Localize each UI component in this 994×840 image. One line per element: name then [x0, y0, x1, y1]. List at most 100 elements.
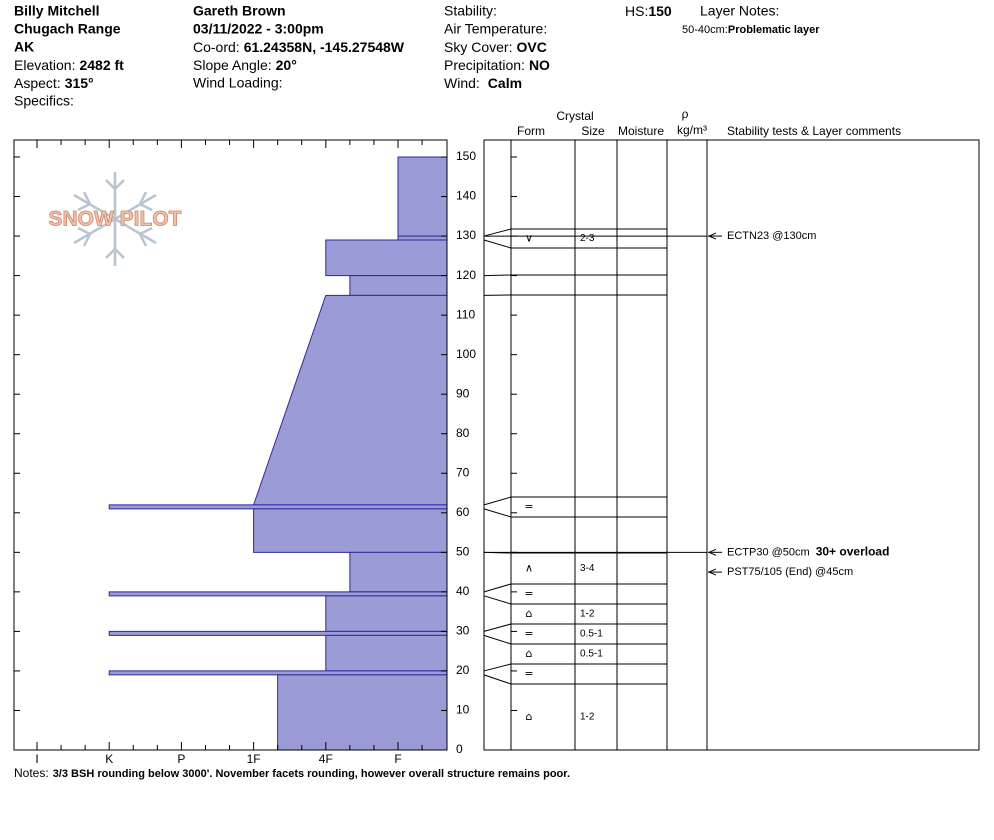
header: Billy Mitchell Chugach Range AK Elevatio… — [14, 3, 820, 109]
layer-connector — [483, 274, 512, 277]
layer-connector — [483, 239, 512, 249]
hardness-layer — [349, 275, 448, 296]
value: 2482 ft — [79, 57, 124, 73]
layer-note: 50-40cm:Problematic layer — [682, 24, 820, 36]
header-field: Specifics: — [14, 93, 74, 109]
hardness-label: 4F — [319, 752, 333, 766]
crystal-form: ⌂ — [526, 710, 533, 723]
crystal-size: 1-2 — [580, 712, 595, 723]
value: 3/3 BSH rounding below 3000'. November f… — [53, 768, 570, 780]
header-field: Precipitation: NO — [444, 57, 550, 73]
hardness-label: 1F — [247, 752, 261, 766]
hardness-label: F — [394, 752, 401, 766]
hardness-layer — [252, 294, 448, 506]
test-arrow — [707, 568, 717, 576]
label: Precipitation: — [444, 57, 525, 73]
axes: 0 10 20 30 40 50 60 70 80 90 100 110 120 130 140 150 I K P… — [14, 140, 517, 766]
crystal-form: ⌂ — [526, 647, 533, 660]
value: Problematic layer — [728, 24, 820, 36]
header-text: 03/11/2022 - 3:00pm — [193, 21, 324, 37]
logo-flake — [138, 191, 153, 212]
hardness-layer — [325, 634, 448, 672]
hardness-layer — [108, 504, 448, 510]
value: 20° — [276, 57, 297, 73]
hardness-label: P — [177, 752, 185, 766]
test-result: ECTN23 @130cm — [727, 230, 816, 242]
header-field: Wind: Calm — [444, 75, 522, 91]
column-header: ρ — [682, 107, 689, 121]
layer-connector — [483, 623, 512, 632]
header-text: Chugach Range — [14, 21, 121, 37]
layer-table: ∨ 2-3 = ∧ 3-4 = ⌂ 1-2 = 0.5-1 ⌂ 0.5-1 = ⌂ 1-2 ECTN23 @1… — [483, 228, 889, 723]
header-field: Co-ord: 61.24358N, -145.27548W — [193, 39, 405, 55]
depth-tick-label: 20 — [456, 663, 470, 677]
header-field: Stability: — [444, 3, 497, 19]
depth-tick-label: 10 — [456, 703, 470, 717]
depth-tick-label: 60 — [456, 505, 470, 519]
crystal-form: = — [524, 587, 533, 600]
label: Co-ord: — [193, 39, 240, 55]
column-header: Form — [517, 124, 545, 138]
crystal-form: = — [524, 627, 533, 640]
depth-tick-label: 140 — [456, 189, 476, 203]
test-result: PST75/105 (End) @45cm — [727, 566, 853, 578]
test-arrow — [707, 548, 717, 556]
profile-frame — [13, 139, 448, 751]
label: Wind: — [444, 75, 480, 91]
value: Calm — [488, 75, 522, 91]
hardness-layer — [108, 630, 448, 636]
depth-tick-label: 80 — [456, 426, 470, 440]
header-text: Gareth Brown — [193, 3, 286, 19]
hardness-label: I — [35, 752, 38, 766]
value: 61.24358N, -145.27548W — [244, 39, 405, 55]
depth-tick-label: 90 — [456, 386, 470, 400]
depth-tick-label: 110 — [456, 307, 475, 321]
hardness-layer — [277, 674, 448, 751]
layer-connector — [483, 663, 512, 672]
test-arrow — [707, 232, 717, 240]
stability-test: ECTP30 @50cm 30+ overload — [727, 545, 889, 559]
label: Elevation: — [14, 57, 75, 73]
depth-tick-label: 0 — [456, 742, 463, 756]
header-field: Aspect: 315° — [14, 75, 94, 91]
crystal-size: 3-4 — [580, 563, 595, 574]
crystal-form: = — [524, 667, 533, 680]
header-field: Wind Loading: — [193, 75, 283, 91]
header-field: Slope Angle: 20° — [193, 57, 297, 73]
depth-tick-label: 150 — [456, 149, 476, 163]
hardness-layer — [397, 156, 448, 237]
layer-connector — [483, 508, 512, 518]
hardness-layer — [108, 591, 448, 597]
value: 150 — [648, 3, 672, 19]
column-header: Size — [581, 124, 605, 138]
hardness-layer — [325, 239, 448, 277]
test-comment: 30+ overload — [816, 545, 890, 559]
hardness-layer — [108, 670, 448, 676]
crystal-size: 0.5-1 — [580, 629, 603, 640]
depth-tick-label: 70 — [456, 465, 470, 479]
layer-connector — [483, 583, 512, 593]
column-header: kg/m³ — [677, 123, 707, 137]
crystal-form: ∧ — [525, 562, 533, 575]
header-field: HS:150 — [625, 3, 672, 19]
header-field: Sky Cover: OVC — [444, 39, 547, 55]
column-header: Stability tests & Layer comments — [727, 124, 901, 138]
test-result: ECTP30 @50cm — [727, 546, 810, 558]
header-field: Air Temperature: — [444, 21, 547, 37]
depth-tick-label: 120 — [456, 268, 476, 282]
crystal-size: 0.5-1 — [580, 649, 603, 660]
logo-text: SNOW PILOT — [49, 208, 182, 231]
header-field: Elevation: 2482 ft — [14, 57, 124, 73]
notes: Notes: 3/3 BSH rounding below 3000'. Nove… — [14, 766, 570, 780]
table-headers: Crystal Form Size Moisture ρ kg/m³ Stabi… — [517, 107, 901, 138]
layer-connector — [483, 228, 512, 237]
logo-flake — [77, 191, 92, 212]
crystal-form: = — [524, 500, 533, 513]
crystal-form: ⌂ — [526, 607, 533, 620]
table-frame — [483, 139, 980, 751]
hardness-profile — [108, 156, 448, 751]
label: 50-40cm: — [682, 24, 728, 36]
label: HS: — [625, 3, 648, 19]
logo-flake — [73, 193, 157, 245]
